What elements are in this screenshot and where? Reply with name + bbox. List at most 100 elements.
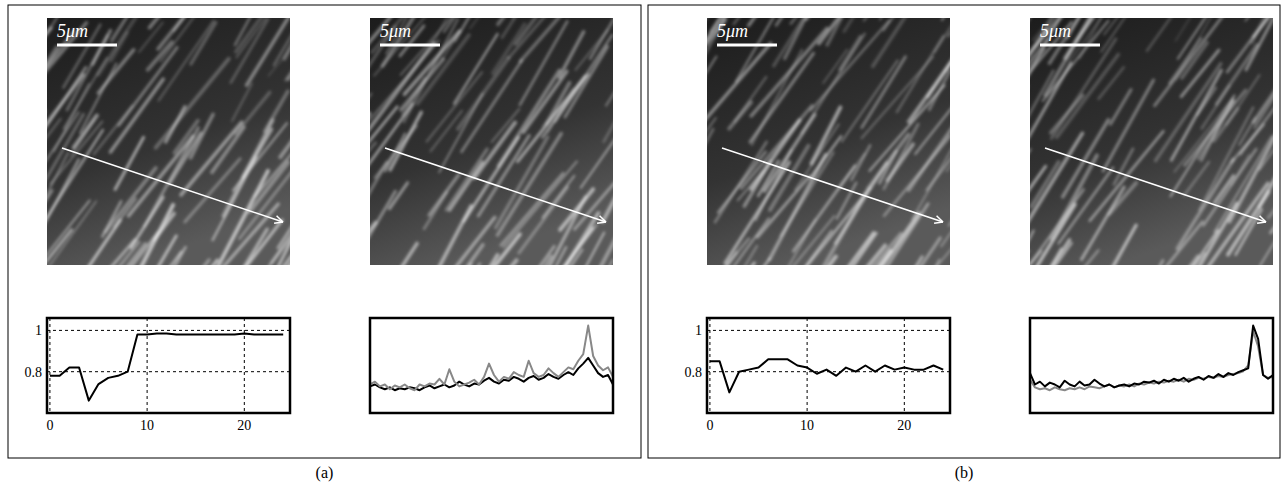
panel-label: (a) [316,464,334,482]
fibre [851,145,870,180]
fibre [707,118,716,171]
fibre [1259,75,1273,170]
fibre [883,18,939,31]
x-grid [147,318,148,413]
fibre [1174,98,1233,172]
fibres [47,18,290,265]
fibre [503,246,554,265]
fibre [1227,18,1273,72]
arrow-head [1260,216,1266,222]
fibre [590,18,613,59]
fibre [1110,90,1131,125]
fibre [1158,256,1198,265]
fibre [1030,133,1082,223]
fibre [1051,39,1116,139]
profile-line [50,333,283,400]
fibre [927,95,950,190]
fibre [722,18,786,20]
scale-label: 5μm [717,21,748,41]
fibre [1214,176,1233,203]
scale-label: 5μm [380,21,411,41]
fibre [1100,225,1136,265]
fibre [370,43,434,137]
fibre [1155,18,1227,106]
fibre [752,50,802,145]
fibre [158,18,208,49]
fibre [47,230,72,264]
series-group [370,326,613,391]
fibre [1030,18,1072,85]
fibre [604,108,613,141]
fibre [1082,187,1125,259]
fibre [430,111,462,152]
fibre [424,192,447,229]
fibre [269,18,290,76]
fibre [74,115,97,147]
fibre [450,162,483,210]
fibre [370,191,395,265]
x-tick-label: 10 [800,418,814,433]
micrograph: 5μm [970,0,1288,345]
fibre [47,67,86,146]
fibre [1239,118,1255,145]
plot-frame [707,318,950,413]
fibre [819,18,874,44]
fibre [185,159,240,222]
fibre [253,218,290,265]
fibre [454,34,497,104]
fibre [390,112,421,170]
profile-line [710,359,943,392]
fibre [448,217,494,265]
fibre [1155,63,1220,160]
fibre [884,124,918,189]
fibre [496,137,548,228]
fibre [516,18,557,44]
fibre [560,189,593,230]
fibre [707,129,713,218]
fibre [1268,181,1273,218]
fibre [1052,155,1097,238]
fibre [1254,74,1273,128]
fibre [864,18,927,20]
fibre [1185,90,1246,165]
fibre [267,203,290,265]
fibre [1234,254,1273,265]
series-group [50,333,283,400]
profile-arrow [385,148,606,222]
fibre [1030,251,1041,265]
fibre [1171,70,1221,160]
profile-line [1030,326,1273,388]
x-tick-label: 0 [46,418,53,433]
fibre [1101,18,1127,52]
y-tick-label: 0.8 [25,365,43,380]
scale-bar [1040,44,1100,47]
fibre [1228,192,1269,255]
fibre [470,18,532,29]
fibre [915,72,950,154]
fibre [715,263,754,265]
fibre [909,31,950,122]
fibre [1030,166,1046,192]
x-tick-label: 0 [706,418,713,433]
fibre [897,36,944,112]
x-grid [807,318,808,413]
fibre [1166,222,1203,265]
fibre [47,159,79,250]
fibres [1030,18,1273,265]
fibre [842,60,898,141]
fibre [1246,18,1273,70]
fibre [1271,251,1273,265]
panel-label: (b) [955,464,974,482]
fibre [1063,120,1109,197]
plot-area [47,318,290,413]
fibre [1099,67,1124,99]
fibre [116,251,181,265]
fibre [473,255,498,265]
fibre [1271,149,1273,233]
fibre [155,213,175,239]
fibre [543,176,575,218]
fibre [1216,45,1257,104]
fibre [785,256,836,265]
fibre [942,18,950,20]
y-grid [47,330,290,331]
